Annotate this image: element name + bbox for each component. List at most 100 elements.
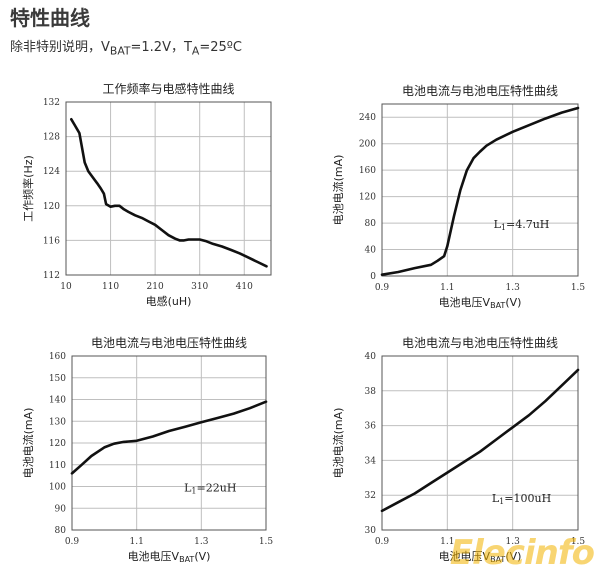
x-tick-label: 310 bbox=[191, 282, 208, 292]
x-axis-title: 电池电压VBAT(V) bbox=[128, 550, 211, 564]
x-tick-label: 0.9 bbox=[375, 283, 390, 293]
x-axis-title: 电池电压VBAT(V) bbox=[439, 550, 522, 564]
inductance-annotation-main: L bbox=[494, 218, 502, 231]
x-axis-title-tail: (V) bbox=[194, 550, 210, 563]
y-tick-label: 140 bbox=[49, 396, 66, 406]
chart-current-vs-voltage-100uh: 电池电流与电池电压特性曲线 30 32 34 36 38 40 0.9 1.1 1.3 1.5 电池电… bbox=[300, 330, 600, 575]
x-tick-label: 1.1 bbox=[440, 537, 454, 547]
x-axis-title-sub: BAT bbox=[179, 555, 194, 564]
x-axis-title-sub: BAT bbox=[490, 555, 505, 564]
x-tick-label: 10 bbox=[60, 282, 72, 292]
x-tick-label: 410 bbox=[236, 282, 253, 292]
y-tick-label: 132 bbox=[43, 98, 60, 108]
y-tick-label: 90 bbox=[55, 504, 67, 514]
conditions-part-a: 除非特别说明，V bbox=[10, 40, 110, 55]
inductance-annotation-tail: =22uH bbox=[197, 482, 237, 495]
y-axis-title: 电池电流(mA) bbox=[331, 408, 345, 479]
plot-frame bbox=[381, 355, 579, 531]
y-tick-label: 40 bbox=[365, 246, 377, 256]
chart-current-vs-voltage-4-7uh-svg: 电池电流与电池电压特性曲线 0 40 80 120 160 200 240 0.9 1.1 1.3 1… bbox=[331, 83, 586, 310]
y-tick-label: 38 bbox=[365, 387, 377, 397]
y-tick-label: 32 bbox=[365, 491, 376, 501]
inductance-annotation-main: L bbox=[184, 482, 192, 495]
chart-title: 工作频率与电感特性曲线 bbox=[102, 81, 234, 96]
inductance-annotation-sub: 1 bbox=[191, 487, 196, 496]
series-line bbox=[70, 117, 268, 268]
y-tick-label: 120 bbox=[359, 193, 376, 203]
chart-title: 电池电流与电池电压特性曲线 bbox=[402, 335, 558, 350]
y-tick-label: 150 bbox=[49, 374, 66, 384]
chart-current-vs-voltage-22uh: 电池电流与电池电压特性曲线 80 90 100 110 120 130 140 150 160 0.… bbox=[0, 330, 290, 575]
y-tick-label: 36 bbox=[365, 422, 377, 432]
y-tick-label: 34 bbox=[365, 456, 377, 466]
inductance-annotation-tail: =4.7uH bbox=[506, 218, 549, 231]
inductance-annotation-main: L bbox=[492, 492, 500, 505]
inductance-annotation-tail: =100uH bbox=[504, 492, 551, 505]
x-tick-label: 1.1 bbox=[440, 283, 454, 293]
y-tick-label: 112 bbox=[43, 271, 60, 281]
conditions-sub-bat: BAT bbox=[109, 44, 131, 58]
chart-current-vs-voltage-22uh-svg: 电池电流与电池电压特性曲线 80 90 100 110 120 130 140 150 160 0.… bbox=[21, 335, 274, 564]
x-tick-label: 1.3 bbox=[194, 537, 209, 547]
x-tick-label: 1.3 bbox=[506, 537, 521, 547]
chart-current-vs-voltage-4-7uh: 电池电流与电池电压特性曲线 0 40 80 120 160 200 240 0.9 1.1 1.3 1… bbox=[300, 78, 600, 318]
y-tick-label: 160 bbox=[49, 352, 66, 362]
x-axis-title-tail: (V) bbox=[505, 550, 521, 563]
x-tick-label: 110 bbox=[102, 282, 119, 292]
inductance-annotation-sub: 1 bbox=[501, 223, 506, 232]
x-axis-title-sub: BAT bbox=[490, 301, 505, 310]
x-tick-label: 1.5 bbox=[571, 283, 586, 293]
page-title: 特性曲线 bbox=[10, 6, 90, 30]
y-tick-label: 0 bbox=[370, 272, 376, 282]
y-axis-title: 工作频率(Hz) bbox=[21, 155, 35, 222]
series-line bbox=[380, 106, 580, 276]
y-tick-label: 80 bbox=[55, 526, 67, 536]
x-tick-label: 0.9 bbox=[375, 537, 390, 547]
y-tick-label: 120 bbox=[49, 439, 66, 449]
x-tick-label: 1.5 bbox=[571, 537, 586, 547]
inductance-annotation: L1=100uH bbox=[492, 492, 551, 506]
y-tick-label: 200 bbox=[359, 140, 376, 150]
x-axis-title: 电感(uH) bbox=[146, 295, 192, 308]
inductance-annotation-sub: 1 bbox=[499, 497, 504, 506]
plot-frame bbox=[65, 101, 272, 276]
inductance-annotation: L1=22uH bbox=[184, 482, 236, 496]
x-tick-label: 210 bbox=[147, 282, 164, 292]
y-tick-label: 40 bbox=[365, 352, 377, 362]
y-tick-label: 128 bbox=[43, 133, 60, 143]
x-axis-title-tail: (V) bbox=[505, 296, 521, 309]
y-axis-title: 电池电流(mA) bbox=[331, 155, 345, 226]
x-tick-label: 0.9 bbox=[65, 537, 80, 547]
x-tick-label: 1.5 bbox=[259, 537, 274, 547]
y-tick-label: 120 bbox=[43, 202, 60, 212]
plot-frame bbox=[381, 103, 579, 277]
plot-frame bbox=[71, 355, 267, 531]
x-axis-title-main: 电池电压V bbox=[439, 550, 491, 563]
series-line bbox=[380, 368, 580, 513]
conditions-part-c: =25ºC bbox=[199, 40, 242, 55]
x-tick-label: 1.1 bbox=[130, 537, 144, 547]
y-tick-label: 116 bbox=[43, 236, 60, 246]
conditions-part-b: =1.2V，T bbox=[130, 40, 192, 55]
y-tick-label: 30 bbox=[365, 526, 377, 536]
y-tick-label: 80 bbox=[365, 219, 377, 229]
conditions-sub-a: A bbox=[191, 44, 200, 58]
x-axis-title: 电池电压VBAT(V) bbox=[439, 296, 522, 310]
x-axis-title-main: 电池电压V bbox=[128, 550, 180, 563]
y-tick-label: 110 bbox=[49, 461, 66, 471]
y-tick-label: 100 bbox=[49, 483, 66, 493]
y-axis-title: 电池电流(mA) bbox=[21, 408, 35, 479]
inductance-annotation: L1=4.7uH bbox=[494, 218, 550, 232]
chart-current-vs-voltage-100uh-svg: 电池电流与电池电压特性曲线 30 32 34 36 38 40 0.9 1.1 1.3 1.5 电池电… bbox=[331, 335, 586, 564]
test-conditions: 除非特别说明，VBAT=1.2V，TA=25ºC bbox=[10, 36, 242, 58]
y-tick-label: 130 bbox=[49, 417, 66, 427]
y-tick-label: 160 bbox=[359, 166, 376, 176]
x-axis-title-main: 电池电压V bbox=[439, 296, 491, 309]
chart-title: 电池电流与电池电压特性曲线 bbox=[402, 83, 558, 98]
chart-title: 电池电流与电池电压特性曲线 bbox=[91, 335, 247, 350]
series-line bbox=[70, 400, 268, 475]
y-tick-label: 240 bbox=[359, 113, 376, 123]
x-tick-label: 1.3 bbox=[506, 283, 521, 293]
